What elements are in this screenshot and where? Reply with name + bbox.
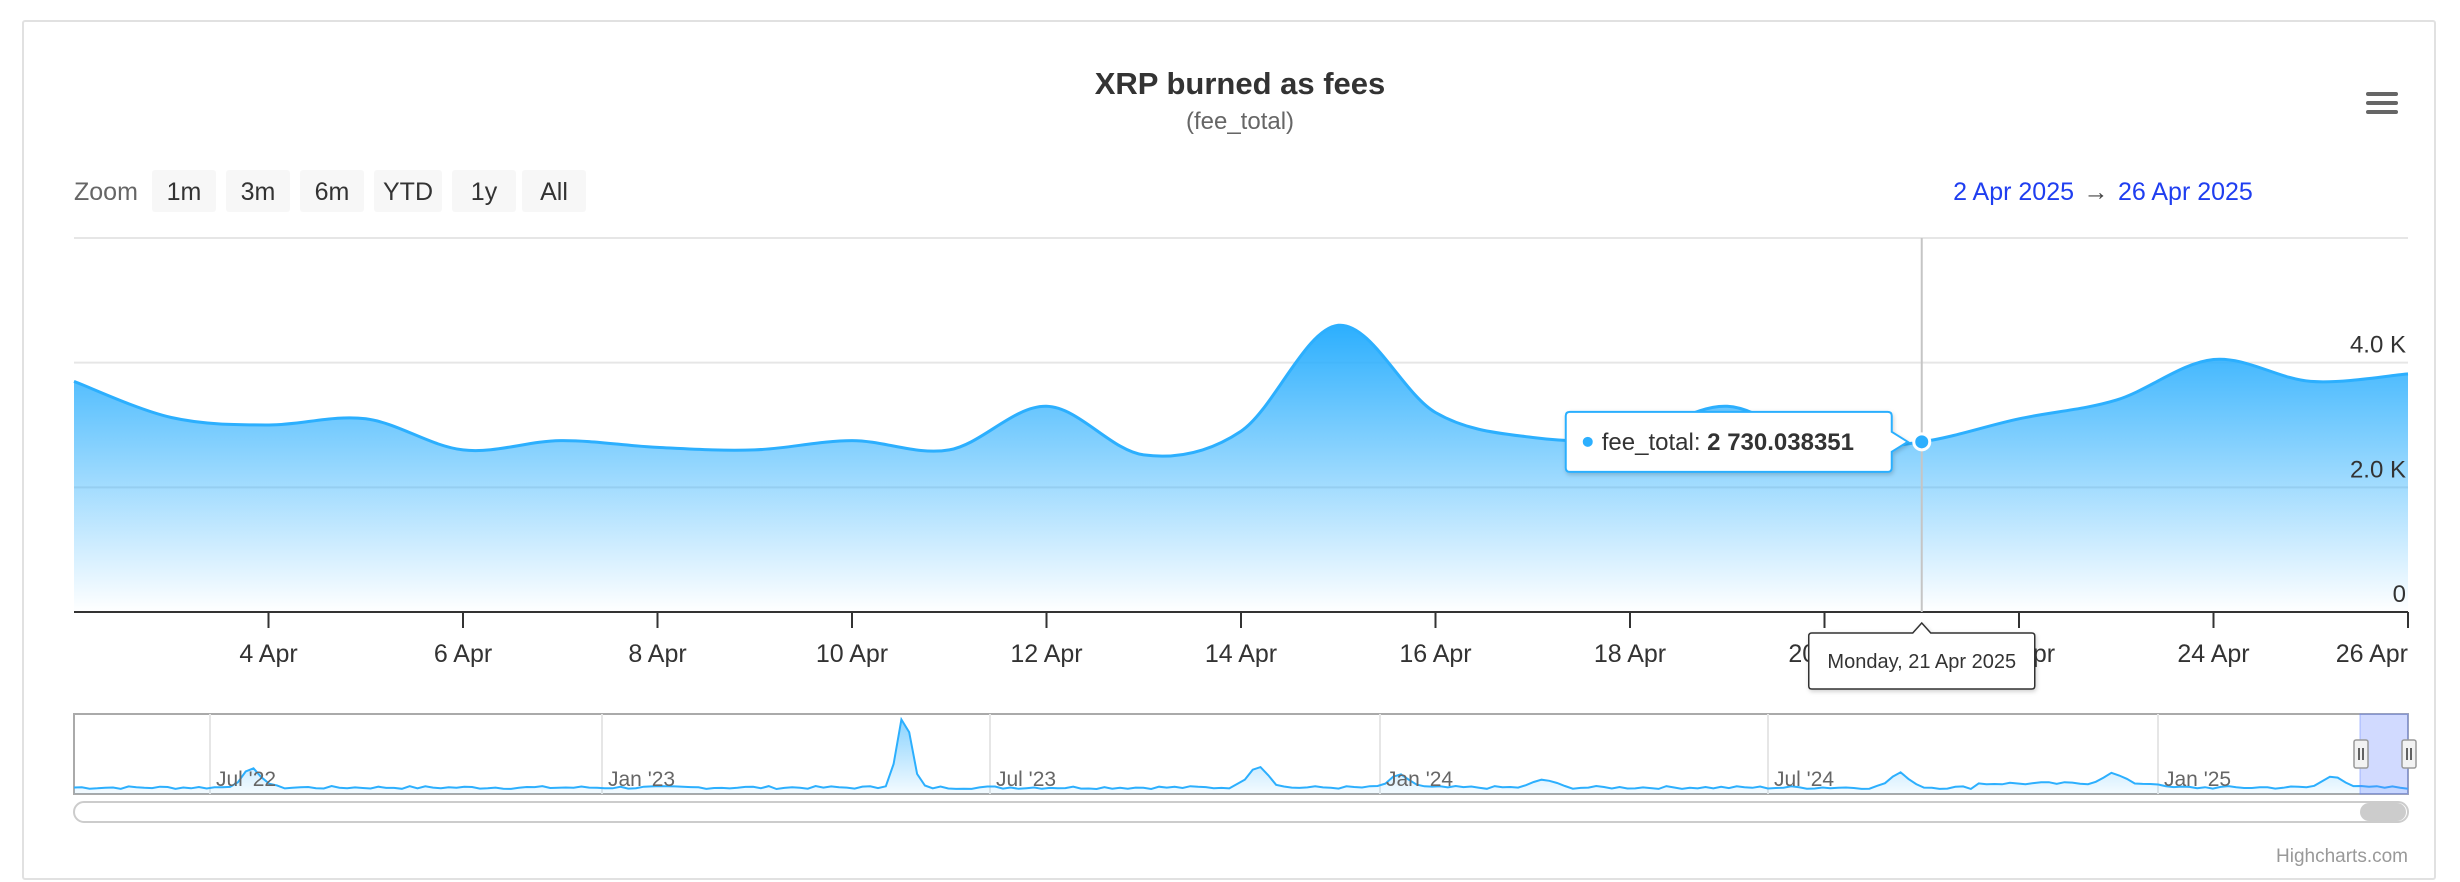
- data-point[interactable]: [363, 416, 369, 422]
- hover-point-marker[interactable]: [1912, 432, 1932, 452]
- x-tick-label: 6 Apr: [434, 640, 492, 668]
- chart-title: XRP burned as fees: [1095, 66, 1386, 101]
- scrollbar-thumb[interactable]: [2360, 803, 2406, 821]
- data-point[interactable]: [557, 438, 563, 444]
- zoom-button-label: 1y: [471, 178, 498, 206]
- zoom-button-label: All: [540, 178, 568, 206]
- tooltip-separator: :: [1694, 429, 1707, 456]
- chart-subtitle: (fee_total): [1186, 108, 1294, 135]
- data-point[interactable]: [2016, 416, 2022, 422]
- x-tick-label: 14 Apr: [1205, 640, 1277, 668]
- navigator-tick-labels: Jul '22 Jan '23 Jul '23 Jan '24 Jul '24 Jan '…: [216, 768, 2231, 791]
- navigator-right-handle-icon[interactable]: [2401, 739, 2417, 769]
- data-point[interactable]: [266, 422, 272, 428]
- tooltip-value: 2 730.038351: [1707, 429, 1854, 456]
- chart-container: XRP burned as fees (fee_total) Zoom 1m 3m…: [22, 20, 2436, 880]
- zoom-button-all[interactable]: All: [522, 170, 586, 212]
- navigator-tick-label: Jul '24: [1774, 768, 1834, 791]
- range-to-date[interactable]: 26 Apr 2025: [2118, 178, 2253, 206]
- navigator-tick-label: Jul '23: [996, 768, 1056, 791]
- navigator-grid: [209, 714, 2159, 794]
- data-point[interactable]: [2113, 397, 2119, 403]
- scrollbar-track[interactable]: [73, 801, 2409, 823]
- chart-svg: XRP burned as fees (fee_total) Zoom 1m 3m…: [71, 66, 2417, 867]
- x-tick-label: 18 Apr: [1594, 640, 1666, 668]
- navigator-tick-label: Jan '25: [2164, 768, 2231, 791]
- data-point[interactable]: [1335, 322, 1341, 328]
- y-tick-label: 2.0 K: [2350, 456, 2406, 483]
- tooltip: fee_total: 2 730.038351: [1564, 410, 1910, 473]
- fee-total-area: [74, 325, 2408, 612]
- zoom-button-1y[interactable]: 1y: [452, 170, 516, 212]
- zoom-label: Zoom: [74, 178, 138, 206]
- range-arrow: →: [2084, 178, 2109, 206]
- zoom-button-bg: [300, 170, 364, 212]
- tooltip-series-name: fee_total: [1602, 429, 1694, 456]
- x-tick-label: 24 Apr: [2177, 640, 2249, 668]
- data-point[interactable]: [946, 447, 952, 453]
- data-point[interactable]: [168, 415, 174, 421]
- x-tick-label: 8 Apr: [628, 640, 686, 668]
- y-tick-label: 4.0 K: [2350, 332, 2406, 359]
- zoom-button-label: YTD: [383, 178, 433, 206]
- x-tick-label: 10 Apr: [816, 640, 888, 668]
- fee-total-line: [73, 323, 2409, 458]
- zoom-button-label: 6m: [315, 178, 350, 206]
- zoom-button-3m[interactable]: 3m: [226, 170, 290, 212]
- navigator-left-handle-icon[interactable]: [2353, 739, 2369, 769]
- data-point[interactable]: [1044, 403, 1050, 409]
- data-point[interactable]: [655, 444, 661, 450]
- zoom-button-group: 1m 3m 6m YTD 1y All: [152, 170, 586, 212]
- navigator-tick-label: Jan '24: [1386, 768, 1453, 791]
- navigator[interactable]: Jul '22 Jan '23 Jul '23 Jan '24 Jul '24 Jan '…: [73, 713, 2417, 795]
- navigator-tick-label: Jul '22: [216, 768, 276, 791]
- navigator-tick-label: Jan '23: [608, 768, 675, 791]
- data-point[interactable]: [752, 447, 758, 453]
- navigator-line: [73, 716, 2409, 791]
- zoom-button-1m[interactable]: 1m: [152, 170, 216, 212]
- x-tick-label: 26 Apr: [2336, 640, 2408, 668]
- data-point[interactable]: [2405, 371, 2411, 377]
- y-axis-labels: 0 2.0 K 4.0 K: [2350, 332, 2406, 608]
- tooltip-series-dot: [1582, 436, 1593, 447]
- data-point[interactable]: [71, 378, 77, 384]
- zoom-button-bg: [226, 170, 290, 212]
- data-point[interactable]: [2308, 378, 2314, 384]
- data-point[interactable]: [1433, 410, 1439, 416]
- data-point[interactable]: [1724, 403, 1730, 409]
- x-axis-ticks: 4 Apr 6 Apr 8 Apr 10 Apr 12 Apr 14 Apr 16 Apr 1…: [239, 612, 2409, 668]
- zoom-button-6m[interactable]: 6m: [300, 170, 364, 212]
- tooltip-text: fee_total: 2 730.038351: [1602, 429, 1854, 456]
- data-point[interactable]: [1238, 428, 1244, 434]
- x-tick-label: 4 Apr: [239, 640, 297, 668]
- range-from-date[interactable]: 2 Apr 2025: [1953, 178, 2074, 206]
- zoom-button-label: 1m: [167, 178, 202, 206]
- zoom-button-bg: [152, 170, 216, 212]
- crosshair-date-text: Monday, 21 Apr 2025: [1827, 651, 2016, 673]
- x-tick-label: 16 Apr: [1399, 640, 1471, 668]
- data-point[interactable]: [460, 447, 466, 453]
- zoom-button-ytd[interactable]: YTD: [374, 170, 442, 212]
- zoom-button-bg: [522, 170, 586, 212]
- zoom-button-bg: [374, 170, 442, 212]
- crosshair-date-label: Monday, 21 Apr 2025: [1808, 621, 2036, 690]
- data-point[interactable]: [1530, 434, 1536, 440]
- hamburger-menu-icon[interactable]: [2364, 86, 2400, 122]
- zoom-button-bg: [452, 170, 516, 212]
- data-point[interactable]: [1141, 452, 1147, 458]
- y-tick-label: 0: [2393, 581, 2406, 608]
- credits-link[interactable]: Highcharts.com: [2276, 846, 2408, 867]
- x-tick-label: 12 Apr: [1010, 640, 1082, 668]
- zoom-button-label: 3m: [241, 178, 276, 206]
- data-point[interactable]: [2211, 357, 2217, 363]
- data-point[interactable]: [849, 438, 855, 444]
